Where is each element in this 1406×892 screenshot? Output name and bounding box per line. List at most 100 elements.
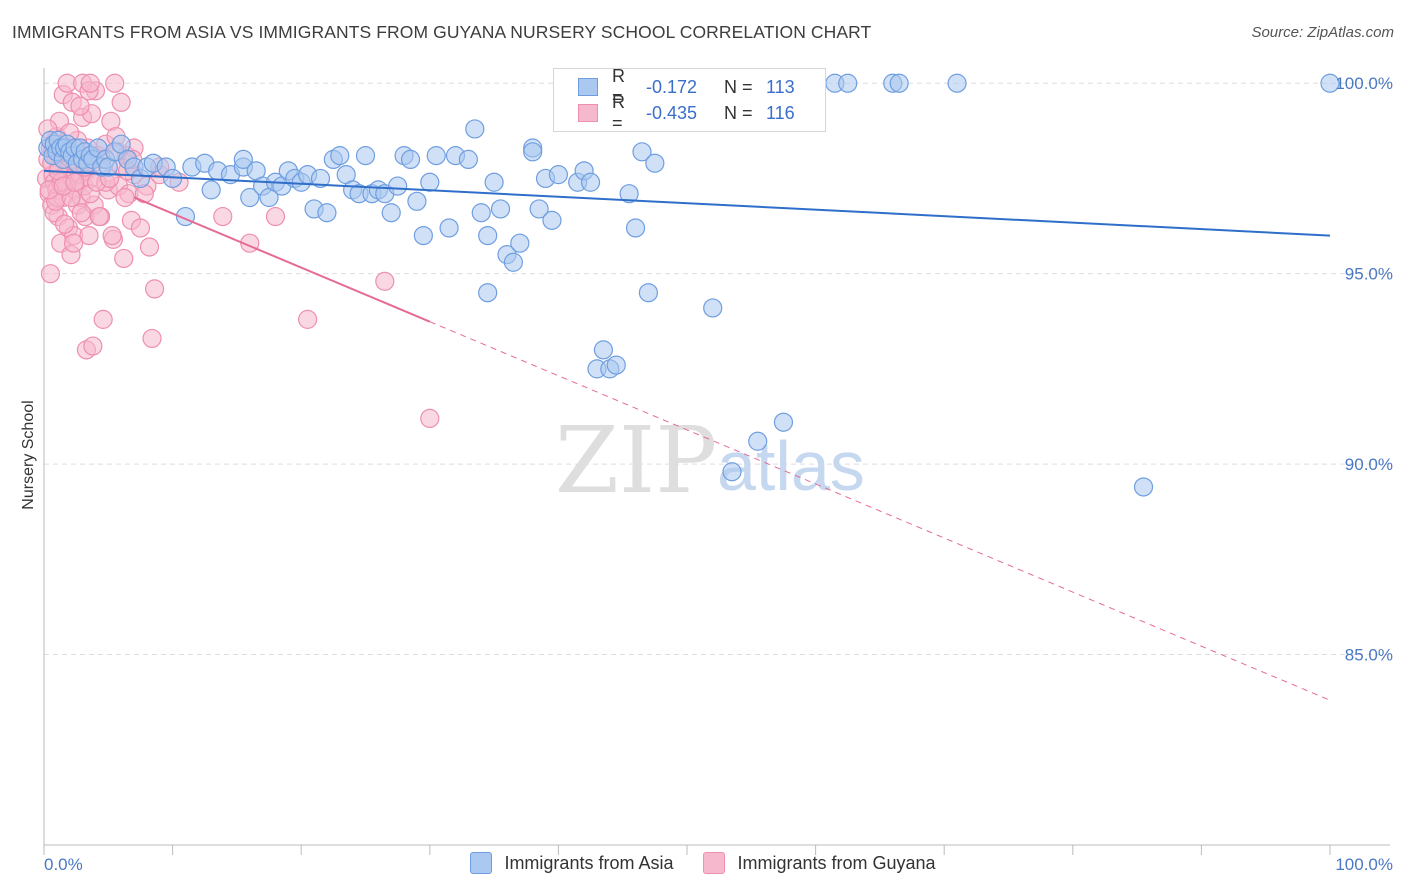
asia-point-75	[471, 203, 491, 223]
guyana-point-75	[111, 92, 131, 112]
asia-point-93	[593, 340, 614, 360]
guyana-r-value: -0.435	[646, 102, 698, 123]
asia-point-77	[484, 172, 504, 192]
y-tick-label-3: 100.0%	[1335, 74, 1393, 93]
guyana-trend-extension	[429, 321, 1331, 701]
guyana-n-label: N =	[724, 102, 753, 123]
asia-point-104	[773, 412, 794, 432]
asia-r-label: R =	[612, 66, 625, 107]
asia-point-109	[889, 73, 909, 93]
asia-point-81	[503, 252, 523, 272]
guyana-point-93	[420, 408, 440, 429]
asia-point-67	[407, 191, 427, 211]
asia-point-100	[638, 283, 659, 303]
trend-lines	[43, 169, 1331, 701]
guyana-n-value: 116	[766, 102, 795, 123]
guyana-point-33	[79, 225, 99, 246]
y-tick-label-1: 90.0%	[1345, 455, 1393, 474]
asia-point-98	[632, 142, 652, 162]
guyana-point-56	[139, 237, 160, 257]
asia-n-label: N =	[724, 76, 753, 97]
asia-point-88	[548, 165, 569, 185]
guyana-r-label: R =	[612, 92, 625, 133]
series-asia-points	[38, 73, 1340, 497]
watermark-zip: ZIP	[555, 407, 717, 514]
asia-point-101	[703, 298, 723, 318]
guyana-point-91	[298, 309, 318, 329]
chart-title: IMMIGRANTS FROM ASIA VS IMMIGRANTS FROM …	[12, 22, 872, 42]
asia-point-84	[523, 142, 543, 162]
guyana-point-88	[213, 206, 233, 227]
asia-point-95	[606, 355, 626, 375]
series-guyana-points	[36, 73, 440, 429]
guyana-point-49	[114, 248, 134, 269]
asia-point-97	[625, 218, 646, 238]
tick-labels: 85.0% 90.0% 95.0% 100.0% 0.0% 100.0%	[44, 74, 1393, 874]
guyana-point-115	[89, 206, 109, 227]
x-tick-label-1: 100.0%	[1335, 855, 1393, 874]
asia-point-55	[330, 146, 350, 166]
asia-point-96	[619, 184, 639, 204]
legend-asia-label: Immigrants from Asia	[504, 852, 674, 873]
y-tick-label-2: 95.0%	[1345, 265, 1393, 284]
asia-point-79	[490, 199, 511, 219]
guyana-point-90	[265, 206, 286, 227]
asia-point-103	[748, 431, 768, 451]
guyana-point-57	[142, 328, 162, 349]
asia-point-111	[1133, 477, 1154, 497]
asia-n-value: 113	[766, 76, 795, 97]
asia-point-63	[381, 203, 401, 223]
stats-legend: R = -0.172 N = 113 R = -0.435 N = 116	[553, 66, 826, 133]
legend-item-guyana[interactable]: Immigrants from Guyana	[703, 852, 936, 874]
asia-point-59	[355, 146, 376, 166]
guyana-point-72	[70, 96, 90, 116]
asia-point-70	[426, 146, 446, 166]
asia-point-71	[439, 218, 459, 238]
legend-guyana-label: Immigrants from Guyana	[737, 852, 936, 873]
watermark: ZIP atlas	[555, 407, 865, 514]
asia-r-value: -0.172	[646, 76, 698, 97]
legend-asia-swatch	[470, 852, 493, 874]
asia-point-64	[388, 176, 408, 196]
y-tick-label-0: 85.0%	[1345, 646, 1393, 665]
asia-point-87	[542, 210, 562, 230]
guyana-point-74	[105, 73, 125, 93]
asia-point-99	[645, 153, 665, 173]
asia-point-85	[529, 199, 549, 219]
guyana-point-80	[83, 336, 103, 356]
asia-point-74	[465, 119, 485, 139]
guyana-point-73	[80, 73, 100, 93]
asia-point-82	[510, 233, 530, 253]
guyana-point-101	[71, 203, 91, 223]
legend-guyana-swatch	[703, 852, 726, 874]
asia-point-41	[240, 187, 260, 208]
guyana-point-60	[40, 264, 61, 284]
asia-point-78	[478, 283, 498, 303]
legend-item-asia[interactable]: Immigrants from Asia	[470, 852, 673, 874]
asia-point-76	[478, 225, 498, 246]
asia-point-69	[420, 172, 440, 192]
asia-point-66	[400, 149, 421, 170]
guyana-point-78	[63, 233, 84, 253]
series-legend: Immigrants from Asia Immigrants from Guy…	[0, 852, 1406, 874]
asia-swatch	[578, 78, 598, 96]
asia-point-36	[201, 180, 221, 200]
stats-row-guyana: R = -0.435 N = 116	[578, 92, 795, 133]
asia-point-112	[1320, 73, 1340, 93]
guyana-point-54	[130, 218, 151, 238]
asia-point-68	[413, 225, 433, 246]
stats-row-asia: R = -0.172 N = 113	[578, 66, 795, 107]
guyana-point-41	[93, 309, 113, 329]
guyana-point-82	[102, 225, 122, 246]
asia-trend-line	[43, 169, 1331, 237]
asia-point-107	[838, 73, 858, 93]
asia-point-73	[458, 149, 478, 170]
guyana-swatch	[578, 104, 598, 122]
source-label: Source: ZipAtlas.com	[1251, 24, 1394, 41]
guyana-trend-line	[133, 196, 431, 323]
asia-point-91	[580, 172, 601, 192]
asia-point-110	[947, 73, 967, 93]
guyana-point-92	[375, 271, 395, 291]
asia-point-53	[317, 203, 337, 223]
